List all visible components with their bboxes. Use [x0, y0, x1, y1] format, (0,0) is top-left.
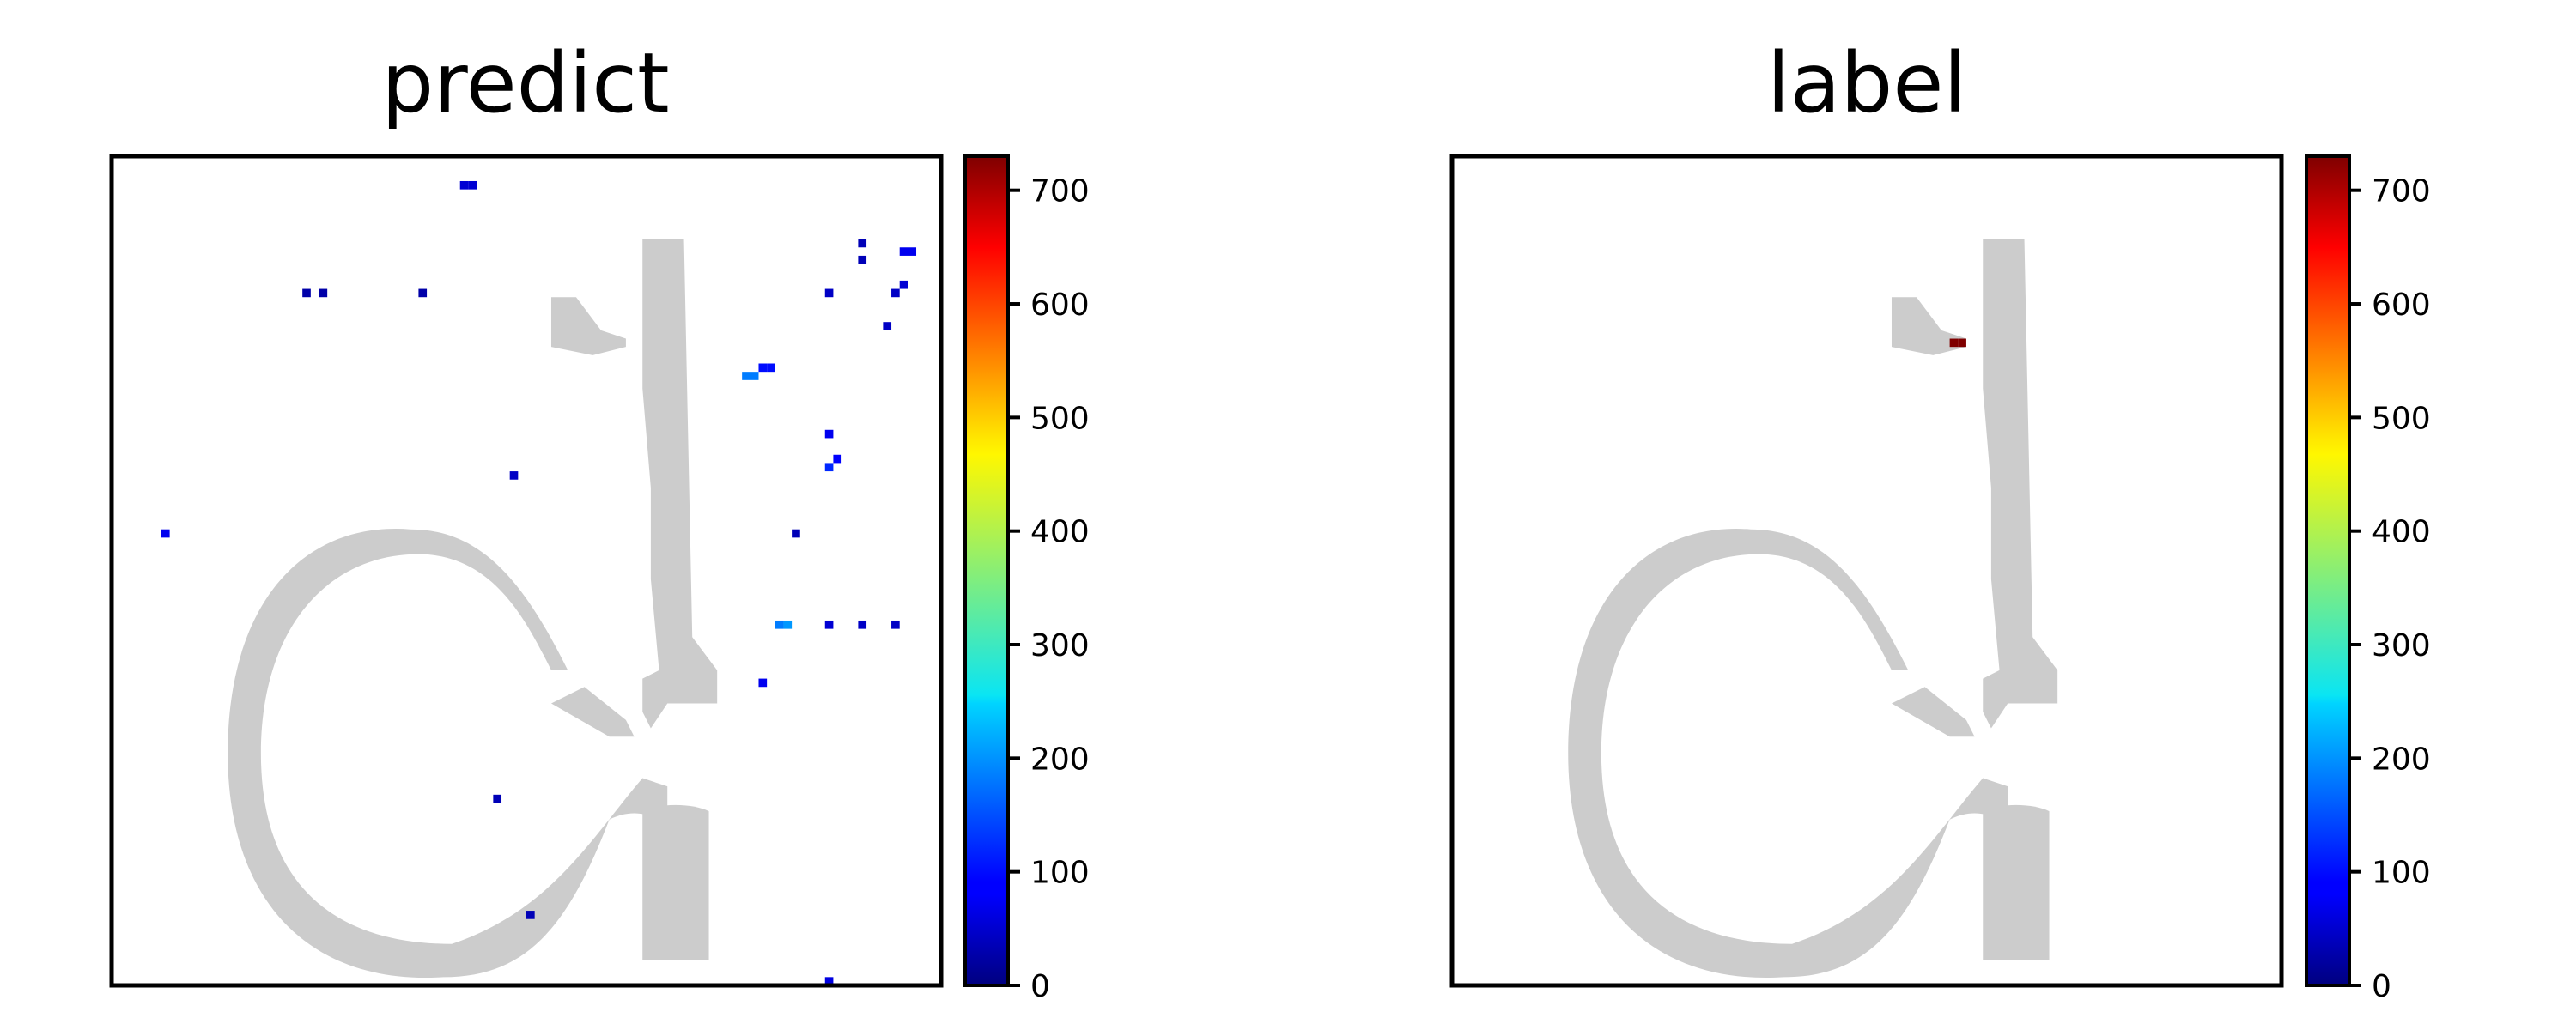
colorbar-tick-label: 300 [2372, 628, 2431, 663]
heatmap-cell [1958, 338, 1966, 348]
plot-frame [109, 154, 944, 988]
heatmap-cell [418, 288, 428, 298]
heatmap-cell [824, 288, 834, 298]
heatmap-cell [858, 239, 867, 248]
colorbar-tick-label: 100 [2372, 856, 2431, 891]
heatmap-cell [758, 363, 768, 373]
heatmap-cell [468, 180, 477, 190]
heatmap-area [109, 154, 944, 988]
heatmap-cell [783, 620, 793, 629]
colorbar-tick-label: 100 [1030, 856, 1090, 891]
heatmap-cell [319, 288, 328, 298]
heatmap-cell [742, 372, 750, 380]
heatmap-cell [526, 911, 535, 919]
colorbar-tick-label: 500 [2372, 401, 2431, 436]
colorbar-tick-label: 200 [2372, 742, 2431, 777]
heatmap-cell [891, 288, 900, 298]
colorbar: 0 100 200 300 400 500 600 700 [2305, 154, 2431, 1004]
heatmap-cell [899, 280, 908, 289]
heatmap-cell [1949, 338, 1959, 348]
heatmap-cell [833, 454, 842, 464]
colorbar-tick-label: 500 [1030, 401, 1090, 436]
heatmap-cell [858, 255, 867, 264]
heatmap-cell [509, 471, 519, 480]
heatmap-cell [459, 180, 469, 190]
colorbar-tick-label: 300 [1030, 628, 1090, 663]
colorbar-tick-label: 0 [2372, 969, 2391, 1004]
colorbar-tick-label: 600 [2372, 288, 2431, 323]
heatmap-cell [908, 247, 917, 256]
panel-label: label 0 100 200 300 400 500 600 700 [1449, 35, 2431, 1004]
colorbar-tick-label: 600 [1030, 288, 1090, 323]
colorbar-tick-label: 400 [2372, 515, 2431, 550]
heatmap-cell [767, 363, 775, 373]
panel-title: label [1767, 35, 1966, 131]
heatmap-cell [899, 247, 908, 256]
heatmap-area [1449, 154, 2284, 988]
heatmap-cell [883, 322, 892, 330]
heatmap-cell [302, 288, 311, 298]
colorbar-tick-label: 400 [1030, 515, 1090, 550]
colorbar-tick-label: 200 [1030, 742, 1090, 777]
colorbar-gradient [2305, 154, 2351, 987]
heatmap-cell [824, 429, 834, 439]
heatmap-cell [758, 678, 768, 688]
heatmap-cell [493, 794, 502, 803]
colorbar-tick-label: 700 [2372, 174, 2431, 209]
heatmap-cell [750, 372, 759, 380]
panel-title: predict [381, 35, 669, 131]
heatmap-cell [858, 620, 867, 629]
heatmap-cell [792, 529, 800, 538]
heatmap-cell [161, 529, 170, 538]
heatmap-cell [824, 977, 834, 985]
colorbar-tick-label: 700 [1030, 174, 1090, 209]
colorbar-gradient [963, 154, 1010, 987]
colorbar-tick-label: 0 [1030, 969, 1050, 1004]
heatmap-cell [891, 620, 900, 629]
heatmap-cell [824, 463, 834, 472]
plot-frame [1449, 154, 2284, 988]
panel-predict: predict 0 100 200 300 400 500 600 700 [109, 35, 1090, 1004]
colorbar: 0 100 200 300 400 500 600 700 [963, 154, 1090, 1004]
heatmap-cell [824, 620, 834, 629]
heatmap-cell [775, 620, 784, 629]
